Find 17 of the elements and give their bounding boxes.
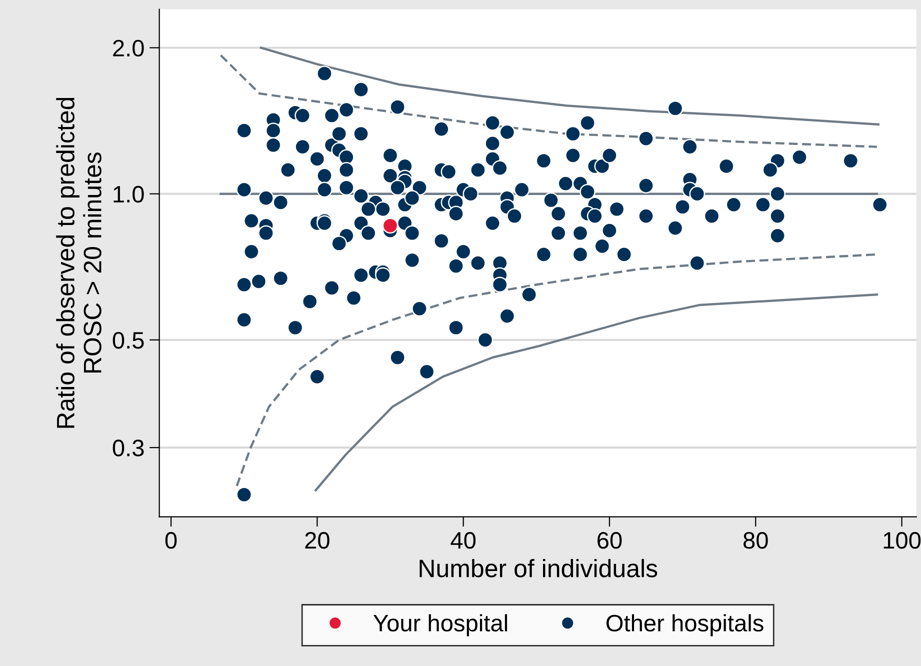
y-tick-label: 1.0 [114, 186, 144, 203]
x-axis-title: Number of individuals [420, 558, 658, 578]
x-tick-label: 80 [744, 532, 768, 549]
x-tick-label: 20 [305, 532, 330, 549]
y-tick-label: 2.0 [113, 40, 144, 57]
legend-label: Your hospital [373, 614, 508, 636]
y-axis-title: Ratio of observed to predicted ROSC > 20 minutes [56, 98, 102, 428]
x-tick-label: 0 [165, 532, 177, 549]
legend-label: Other hospitals [606, 614, 764, 636]
x-tick-label: 40 [450, 532, 476, 549]
line-series [220, 54, 878, 148]
line-series [314, 293, 878, 492]
x-tick-label: 100 [884, 532, 921, 549]
x-tick-label: 60 [598, 532, 622, 549]
y-tick-label: 0.3 [112, 440, 144, 456]
y-tick-label: 0.5 [112, 332, 144, 349]
line-series [260, 46, 880, 126]
